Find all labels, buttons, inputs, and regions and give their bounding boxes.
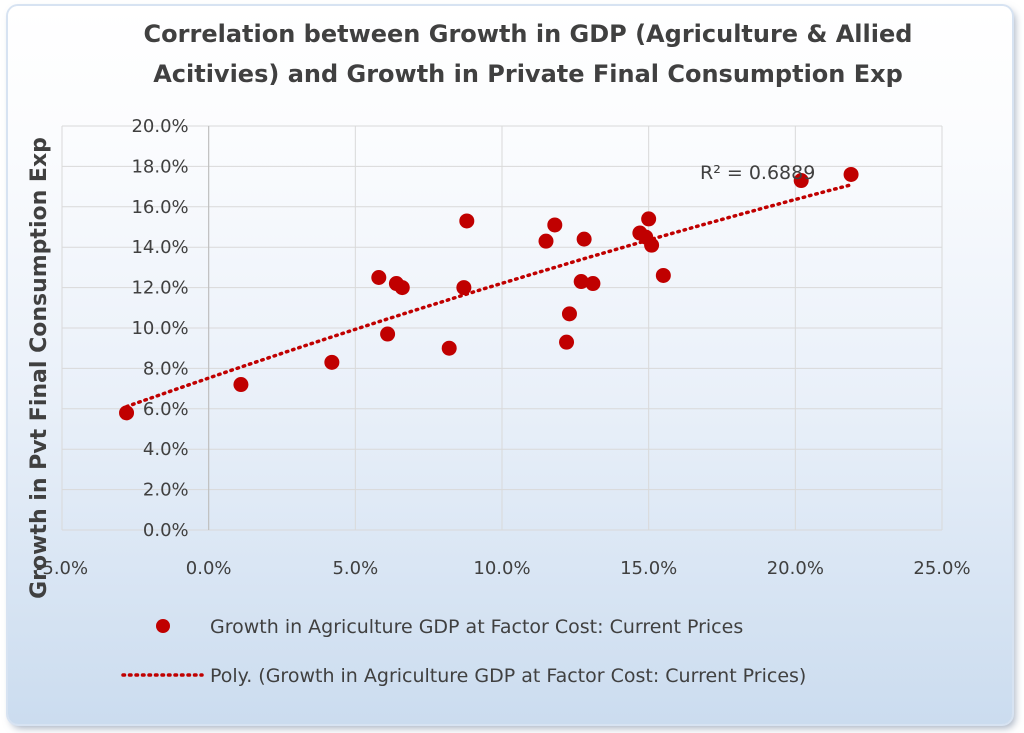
data-point — [456, 280, 472, 296]
y-tick-label: 2.0% — [143, 480, 189, 501]
y-tick-label: 18.0% — [131, 156, 188, 177]
data-point — [538, 233, 554, 249]
y-tick-label: 6.0% — [143, 399, 189, 420]
y-tick-label: 8.0% — [143, 358, 189, 379]
data-point — [547, 217, 563, 233]
trendline-path — [124, 183, 853, 409]
legend: Growth in Agriculture GDP at Factor Cost… — [121, 616, 806, 687]
y-tick-label: 0.0% — [143, 520, 189, 541]
x-tick-label: 5.0% — [332, 558, 378, 579]
gridlines — [61, 125, 943, 531]
y-tick-label: 16.0% — [131, 197, 188, 218]
data-point — [793, 173, 809, 189]
data-point — [561, 306, 577, 322]
chart-title: Correlation between Growth in GDP (Agric… — [144, 20, 913, 88]
chart-title-line-2: Acitivies) and Growth in Private Final C… — [153, 60, 903, 88]
data-point — [441, 340, 457, 356]
data-point — [641, 211, 657, 227]
data-point — [573, 274, 589, 290]
chart-title-line-1: Correlation between Growth in GDP (Agric… — [144, 20, 913, 48]
data-points — [119, 166, 859, 421]
data-point — [655, 267, 671, 283]
data-point — [644, 237, 660, 253]
data-point — [585, 276, 601, 292]
data-point — [576, 231, 592, 247]
data-point — [394, 280, 410, 296]
data-point — [843, 166, 859, 182]
data-point — [559, 334, 575, 350]
x-tick-label: -5.0% — [36, 558, 88, 579]
x-tick-label: 25.0% — [913, 558, 970, 579]
data-point — [119, 405, 135, 421]
data-point — [371, 270, 387, 285]
x-tick-label: 10.0% — [473, 558, 530, 579]
y-axis-label: Growth in Pvt Final Consumption Exp — [27, 137, 52, 599]
x-tick-label: 15.0% — [620, 558, 677, 579]
data-point — [459, 213, 475, 229]
y-tick-label: 20.0% — [131, 116, 188, 137]
r-squared-label: R² = 0.6889 — [700, 162, 815, 184]
legend-marker-scatter — [156, 619, 170, 633]
trendline — [124, 183, 853, 409]
y-tick-label: 14.0% — [131, 237, 188, 258]
data-point — [324, 354, 340, 370]
y-axis-tick-labels: 0.0% 2.0% 4.0% 6.0% 8.0% 10.0% 12.0% 14.0% 16.0%… — [131, 116, 188, 541]
y-tick-label: 4.0% — [143, 439, 189, 460]
x-axis-tick-labels: -5.0% 0.0% 5.0% 10.0% 15.0% 20.0% 25.0% — [36, 558, 971, 579]
x-tick-label: 20.0% — [767, 558, 824, 579]
x-tick-label: 0.0% — [186, 558, 232, 579]
y-tick-label: 10.0% — [131, 318, 188, 339]
y-tick-label: 12.0% — [131, 278, 188, 299]
legend-label-scatter: Growth in Agriculture GDP at Factor Cost… — [210, 616, 743, 638]
data-point — [233, 377, 249, 393]
data-point — [380, 326, 396, 342]
legend-label-trendline: Poly. (Growth in Agriculture GDP at Fact… — [210, 665, 806, 687]
